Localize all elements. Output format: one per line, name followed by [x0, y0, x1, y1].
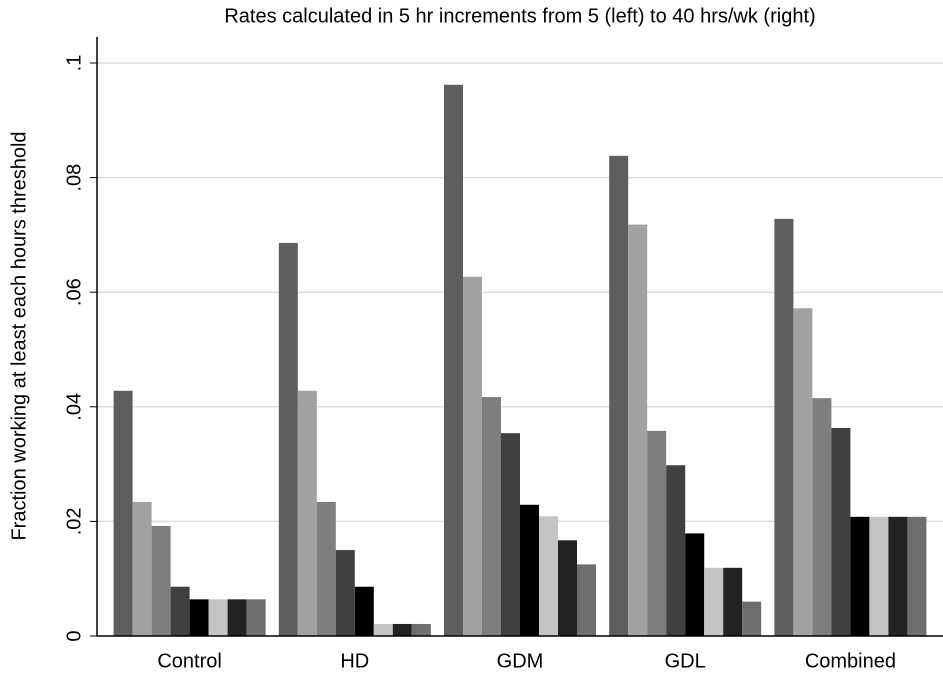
bar — [539, 516, 558, 636]
bar — [774, 218, 794, 636]
bar — [742, 601, 762, 636]
x-tick-label: GDM — [497, 650, 544, 672]
bar — [869, 516, 889, 636]
bar — [888, 516, 908, 636]
bar — [246, 599, 266, 636]
bar — [151, 525, 171, 636]
bar — [907, 516, 927, 636]
chart-title: Rates calculated in 5 hr increments from… — [224, 5, 815, 27]
y-axis-label: Fraction working at least each hours thr… — [8, 131, 30, 540]
bar — [392, 623, 412, 636]
bar — [278, 242, 298, 636]
bar — [297, 390, 317, 636]
bar — [577, 564, 596, 636]
bar — [444, 84, 463, 637]
bar — [189, 599, 209, 636]
bar — [463, 276, 482, 636]
bar — [170, 586, 190, 636]
bar — [316, 501, 336, 636]
bar — [704, 567, 724, 636]
bar — [373, 623, 393, 636]
y-tick-label: 0 — [63, 630, 85, 641]
bar — [354, 586, 374, 636]
y-tick-label: .1 — [63, 55, 85, 72]
bar — [520, 504, 539, 636]
bar — [628, 224, 648, 636]
bar — [558, 540, 577, 636]
bar — [647, 430, 667, 636]
bar — [793, 308, 813, 636]
bar — [850, 516, 870, 636]
bar — [113, 390, 133, 636]
y-tick-label: .06 — [63, 278, 85, 306]
bar — [132, 501, 152, 636]
y-tick-label: .04 — [63, 393, 85, 421]
bar — [666, 465, 686, 636]
bar — [335, 550, 355, 636]
bar — [411, 623, 431, 636]
x-tick-label: HD — [340, 650, 369, 672]
bar — [609, 155, 629, 637]
bar — [723, 567, 743, 636]
y-tick-label: .02 — [63, 507, 85, 535]
bar — [208, 599, 228, 636]
bar — [812, 398, 832, 636]
x-tick-label: Combined — [805, 650, 896, 672]
bar — [501, 433, 520, 636]
bar — [685, 533, 705, 636]
bar — [227, 599, 247, 636]
bar — [831, 428, 851, 636]
bar — [482, 397, 501, 636]
x-tick-label: Control — [157, 650, 221, 672]
x-tick-label: GDL — [665, 650, 706, 672]
y-tick-label: .08 — [63, 164, 85, 192]
